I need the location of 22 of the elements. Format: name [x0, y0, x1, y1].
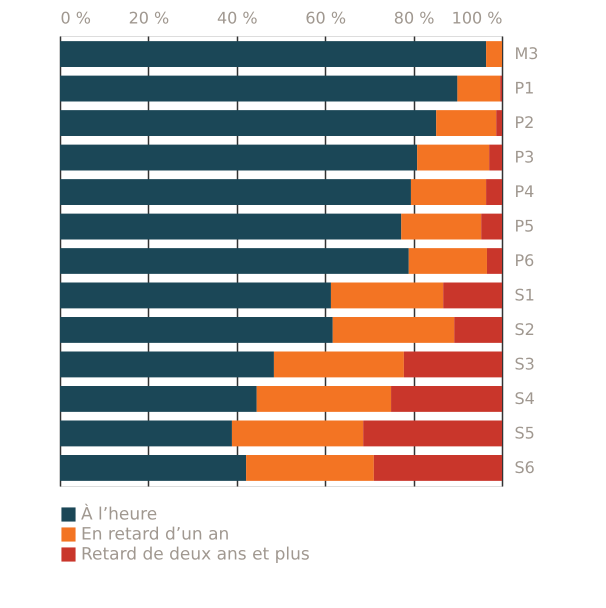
y-tick-label: S6: [514, 458, 535, 477]
y-tick-label: S4: [514, 388, 535, 408]
y-tick-label: P6: [514, 251, 534, 270]
y-tick-label: P1: [514, 78, 534, 98]
y-tick-label: P5: [514, 216, 534, 236]
y-tick-label: P2: [514, 113, 534, 132]
x-tick-label: 0 %: [60, 8, 91, 28]
legend-label: Retard de deux ans et plus: [81, 544, 310, 564]
x-tick-label: 100 %: [452, 8, 502, 28]
x-tick-label: 60 %: [305, 8, 346, 28]
y-tick-label: S3: [514, 354, 535, 374]
y-tick-label: S1: [514, 285, 535, 304]
y-tick-label: P3: [514, 148, 534, 167]
y-tick-label: S2: [514, 320, 535, 339]
y-tick-label: M3: [514, 44, 538, 64]
x-tick-label: 80 %: [394, 8, 434, 28]
legend-label: À l’heure: [81, 504, 158, 524]
x-tick-label: 40 %: [216, 8, 258, 28]
y-tick-label: S5: [514, 423, 535, 442]
y-tick-label: P4: [514, 182, 534, 202]
legend-label: En retard d’un an: [81, 524, 230, 544]
x-tick-label: 20 %: [128, 8, 170, 28]
